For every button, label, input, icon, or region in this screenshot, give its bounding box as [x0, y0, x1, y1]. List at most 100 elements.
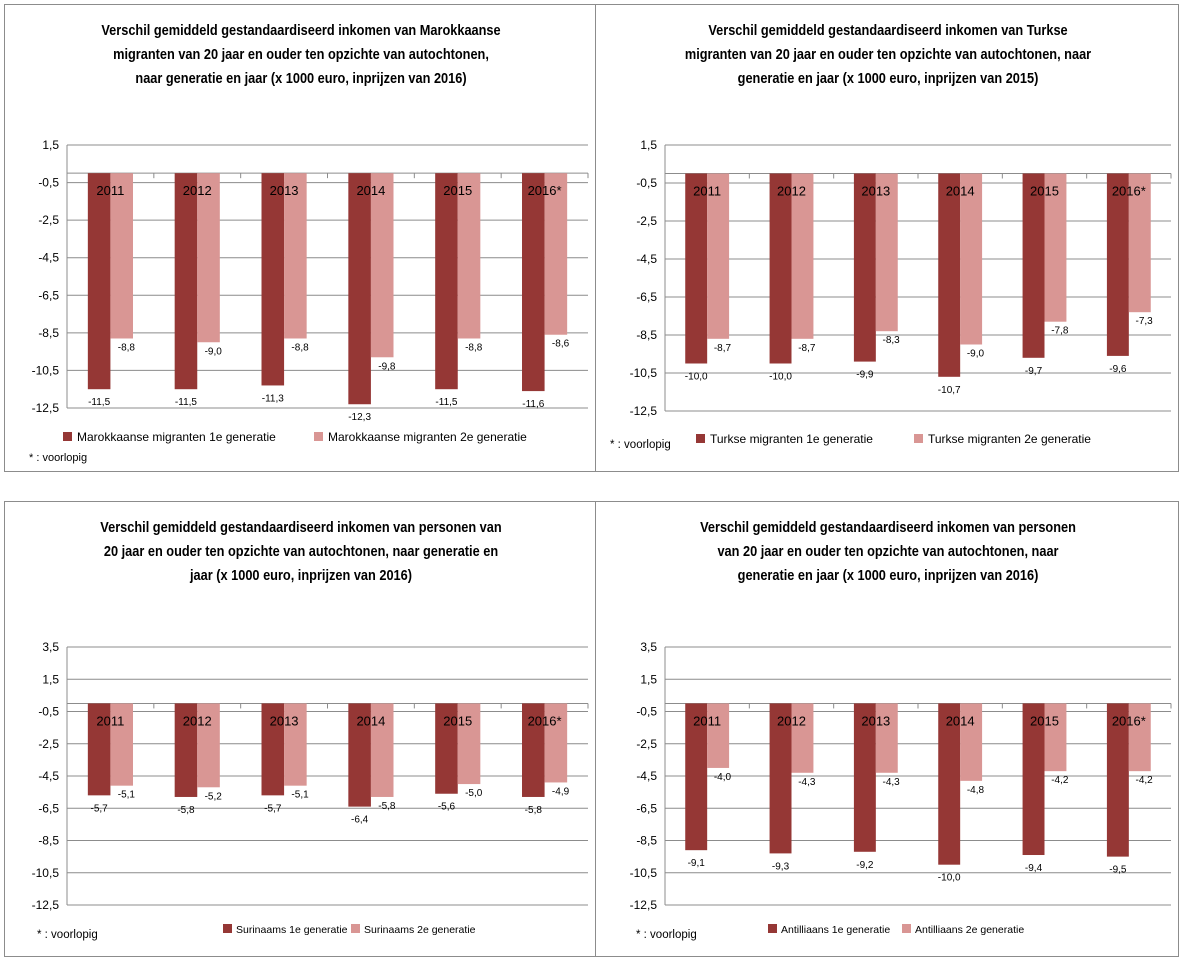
category-label: 2013 — [270, 713, 299, 728]
bar-first-gen — [348, 703, 371, 807]
bar-first-gen — [435, 173, 458, 390]
bar-second-gen — [791, 173, 814, 339]
bar-second-gen — [544, 703, 568, 783]
title-line: Verschil gemiddeld gestandaardiseerd ink… — [100, 520, 502, 536]
bar-second-gen — [707, 703, 730, 768]
y-tick-label: 3,5 — [640, 640, 657, 654]
y-tick-label: -4,5 — [636, 769, 657, 783]
data-label: -9,2 — [856, 860, 874, 871]
bar-first-gen — [348, 173, 371, 405]
bar-second-gen — [1044, 703, 1067, 772]
footnote: * : voorlopig — [29, 452, 87, 464]
footnote: * : voorlopig — [37, 929, 98, 941]
category-label: 2014 — [356, 183, 385, 198]
chart-svg: 1,5 -0,5 -2,5 -4,5 -6,5 -8,5 -10,5 -12,5 -11,5 -8… — [29, 138, 589, 464]
title-line: Verschil gemiddeld gestandaardiseerd ink… — [708, 23, 1068, 39]
y-tick-label: -0,5 — [636, 176, 657, 190]
data-label: -4,2 — [1051, 775, 1069, 786]
bar-second-gen — [110, 173, 133, 339]
y-tick-label: -2,5 — [636, 737, 657, 751]
y-tick-label: -0,5 — [636, 705, 657, 719]
data-label: -9,0 — [967, 349, 985, 360]
y-tick-label: -2,5 — [38, 213, 59, 227]
category-label: 2015 — [1030, 713, 1059, 728]
bar-second-gen — [875, 173, 898, 332]
title-line: migranten van 20 jaar en ouder ten opzic… — [113, 47, 489, 63]
bar-first-gen — [174, 173, 198, 390]
bar-first-gen — [853, 703, 876, 852]
data-label: -10,0 — [938, 873, 961, 884]
title-line: migranten van 20 jaar en ouder ten opzic… — [684, 47, 1092, 63]
category-label: 2012 — [183, 183, 212, 198]
data-label: -4,0 — [714, 772, 732, 783]
legend-label: Surinaams 1e generatie — [236, 924, 348, 936]
data-label: -4,3 — [883, 777, 901, 788]
data-label: -8,3 — [883, 335, 901, 346]
y-tick-label: -12,5 — [630, 898, 658, 912]
bar-first-gen — [1022, 173, 1045, 358]
data-label: -10,7 — [938, 385, 961, 396]
legend-swatch-first-gen — [63, 432, 72, 441]
bar-second-gen — [875, 703, 898, 773]
chart-title: Verschil gemiddeld gestandaardiseerd ink… — [58, 516, 544, 588]
title-line: Verschil gemiddeld gestandaardiseerd ink… — [101, 23, 501, 39]
category-label: 2016* — [1112, 184, 1146, 199]
bar-first-gen — [685, 703, 708, 851]
y-tick-label: -8,5 — [636, 328, 657, 342]
data-label: -7,8 — [1051, 326, 1069, 337]
bar-second-gen — [707, 173, 730, 339]
bar-first-gen — [87, 703, 111, 796]
data-label: -9,9 — [856, 370, 874, 381]
footnote: * : voorlopig — [636, 929, 697, 941]
chart-panel-turkse: Verschil gemiddeld gestandaardiseerd ink… — [595, 4, 1179, 472]
bar-second-gen — [284, 173, 307, 339]
legend-label: Marokkaanse migranten 2e generatie — [328, 430, 527, 444]
y-tick-label: -8,5 — [38, 326, 59, 340]
y-tick-label: -12,5 — [32, 401, 60, 415]
legend-swatch-second-gen — [902, 924, 911, 933]
y-tick-label: -4,5 — [636, 252, 657, 266]
bar-second-gen — [960, 173, 983, 345]
data-label: -11,6 — [522, 399, 544, 410]
chart-svg: 3,5 1,5 -0,5 -2,5 -4,5 -6,5 -8,5 -10,5 -12,5 -9,1… — [630, 640, 1172, 941]
category-label: 2014 — [946, 713, 975, 728]
data-label: -9,3 — [772, 861, 790, 872]
data-label: -11,5 — [175, 397, 197, 408]
bar-second-gen — [960, 703, 983, 781]
category-label: 2011 — [96, 713, 124, 728]
legend-label: Marokkaanse migranten 1e generatie — [77, 430, 276, 444]
bar-first-gen — [261, 703, 285, 796]
data-label: -7,3 — [1136, 316, 1154, 327]
chart-title: Verschil gemiddeld gestandaardiseerd ink… — [645, 516, 1131, 588]
data-label: -8,8 — [118, 342, 136, 353]
data-label: -10,0 — [769, 372, 792, 383]
bar-first-gen — [261, 173, 285, 386]
category-label: 2015 — [443, 713, 472, 728]
data-label: -5,2 — [205, 791, 223, 802]
y-tick-label: -8,5 — [636, 834, 657, 848]
data-label: -9,0 — [205, 346, 223, 357]
bar-second-gen — [1044, 173, 1067, 322]
y-tick-label: -10,5 — [630, 866, 658, 880]
legend-label: Turkse migranten 2e generatie — [928, 432, 1091, 446]
bar-first-gen — [938, 703, 961, 865]
bar-first-gen — [769, 173, 792, 364]
legend-swatch-second-gen — [351, 924, 360, 933]
bar-first-gen — [769, 703, 792, 854]
data-label: -11,3 — [262, 393, 284, 404]
chart-svg: 3,5 1,5 -0,5 -2,5 -4,5 -6,5 -8,5 -10,5 -12,5 -5,7… — [32, 640, 589, 941]
data-label: -5,8 — [177, 805, 195, 816]
y-tick-label: -0,5 — [38, 176, 59, 190]
y-tick-label: -6,5 — [38, 801, 59, 815]
data-label: -9,8 — [378, 361, 396, 372]
bar-second-gen — [110, 703, 133, 786]
category-label: 2013 — [270, 183, 299, 198]
category-label: 2016* — [528, 183, 562, 198]
chart-svg: 1,5 -0,5 -2,5 -4,5 -6,5 -8,5 -10,5 -12,5 -10,0 -8… — [610, 138, 1172, 451]
category-label: 2016* — [1112, 713, 1146, 728]
bar-second-gen — [284, 703, 307, 786]
category-label: 2013 — [861, 184, 890, 199]
category-label: 2014 — [946, 184, 975, 199]
data-label: -5,1 — [291, 790, 309, 801]
category-label: 2016* — [528, 713, 562, 728]
